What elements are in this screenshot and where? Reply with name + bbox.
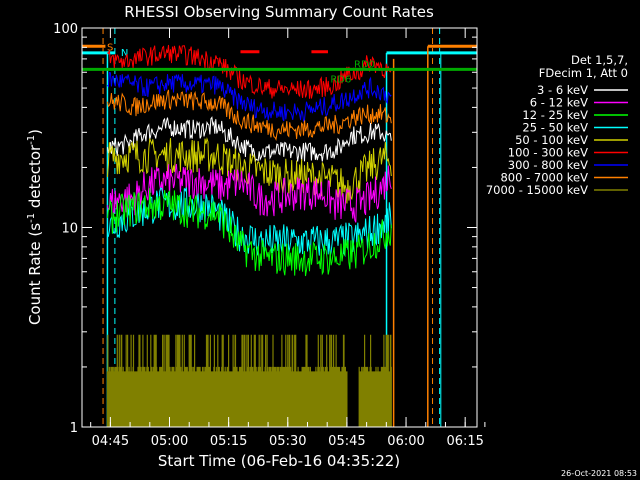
y-axis-label: Count Rate (s-1 detector-1) xyxy=(26,129,44,325)
y-axis-label-close: ) xyxy=(26,129,44,135)
legend-entry-label: 800 - 7000 keV xyxy=(500,171,588,185)
legend-header-detectors: Det 1,5,7, xyxy=(571,53,628,67)
series-line xyxy=(107,187,392,258)
legend-header-decimation: FDecim 1, Att 0 xyxy=(539,66,628,80)
y-axis-label-suffix: detector xyxy=(26,144,44,213)
series-line xyxy=(106,137,392,204)
legend-entry-label: 300 - 800 keV xyxy=(508,158,588,172)
x-tick-label: 05:00 xyxy=(151,434,188,449)
y-tick-label: 100 xyxy=(53,22,78,37)
legend-entry-label: 7000 - 15000 keV xyxy=(486,183,588,197)
y-tick-label: 1 xyxy=(70,421,78,436)
legend-entry-label: 100 - 300 keV xyxy=(508,146,588,160)
legend-entry-label: 6 - 12 keV xyxy=(530,96,588,110)
series-line xyxy=(107,44,392,99)
series-line xyxy=(106,116,392,162)
chart-title: RHESSI Observing Summary Count Rates xyxy=(124,3,434,21)
series-line xyxy=(106,188,392,277)
x-tick-label: 06:15 xyxy=(446,434,483,449)
series-800-7000-kev xyxy=(106,89,392,142)
series-line xyxy=(106,89,392,142)
y-axis-label-prefix: Count Rate (s xyxy=(26,223,44,325)
saa-label: S xyxy=(107,42,113,53)
x-tick-label: 05:45 xyxy=(328,434,365,449)
y-axis-label-exponent-2: -1 xyxy=(26,135,37,145)
x-tick-label: 04:45 xyxy=(92,434,129,449)
x-tick-label: 05:30 xyxy=(269,434,306,449)
series-7000-15000-kev xyxy=(106,334,392,427)
x-tick-label: 05:15 xyxy=(210,434,247,449)
legend-entry-label: 3 - 6 keV xyxy=(537,83,588,97)
y-tick-label: 10 xyxy=(61,222,78,237)
night-label: N xyxy=(121,48,128,59)
series-100-300-kev xyxy=(107,44,392,99)
series-line xyxy=(107,71,392,123)
rd0-label: RD0 xyxy=(354,59,375,70)
rd6-label: RD6 xyxy=(330,74,351,85)
series-lines xyxy=(106,44,392,427)
series-line xyxy=(106,163,392,223)
legend-entry-label: 25 - 50 keV xyxy=(522,121,588,135)
x-axis-label: Start Time (06-Feb-16 04:35:22) xyxy=(158,452,400,470)
legend-entry-label: 12 - 25 keV xyxy=(522,108,588,122)
series-25-50-kev xyxy=(107,187,392,258)
x-tick-label: 06:00 xyxy=(387,434,424,449)
y-axis-ticks: 1 10 100 xyxy=(53,22,477,436)
series-50-100-kev xyxy=(106,137,392,204)
series-300-800-kev xyxy=(107,71,392,123)
x-axis-ticks: 04:45 05:00 05:15 05:30 05:45 06:00 06:15 xyxy=(90,28,486,449)
generation-timestamp: 26-Oct-2021 08:53 xyxy=(561,469,637,478)
series-12-25-kev xyxy=(106,188,392,277)
y-axis-label-exponent: -1 xyxy=(26,213,37,223)
series-3-6-kev xyxy=(106,116,392,162)
series-6-12-kev xyxy=(106,163,392,223)
legend-entry-label: 50 - 100 keV xyxy=(515,133,588,147)
series-line xyxy=(106,334,392,427)
